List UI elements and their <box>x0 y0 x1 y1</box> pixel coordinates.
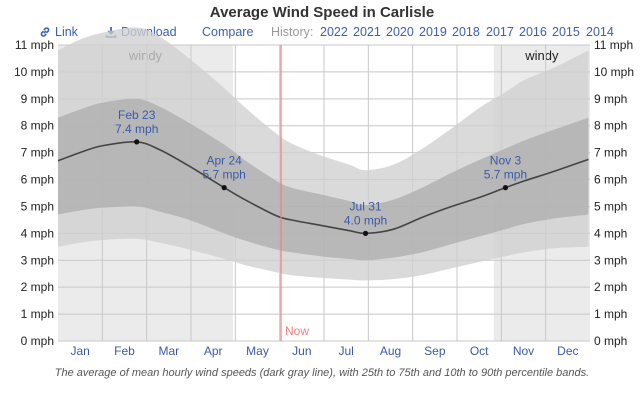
y-tick-label-right: 0 mph <box>594 334 627 348</box>
y-tick-label-left: 1 mph <box>21 307 54 321</box>
y-tick-label-left: 6 mph <box>21 173 54 187</box>
windy-period-label: windy <box>524 48 559 63</box>
annotation-point <box>362 230 369 236</box>
x-tick-label-month: Feb <box>114 344 135 358</box>
y-tick-label-right: 10 mph <box>594 65 634 79</box>
history-year-link[interactable]: 2014 <box>586 25 614 39</box>
annotation-date-label: Feb 23 <box>118 108 156 122</box>
annotation-value-label: 5.7 mph <box>202 168 245 182</box>
link-icon <box>40 27 50 37</box>
y-tick-label-right: 8 mph <box>594 119 627 133</box>
x-tick-label-month: Jul <box>338 344 353 358</box>
annotation-value-label: 7.4 mph <box>115 122 158 136</box>
annotation-value-label: 5.7 mph <box>484 168 527 182</box>
y-tick-label-left: 3 mph <box>21 253 54 267</box>
x-tick-label-month: Mar <box>158 344 179 358</box>
x-tick-label-month: Dec <box>557 344 578 358</box>
chart-caption: The average of mean hourly wind speeds (… <box>54 367 590 379</box>
history-year-link[interactable]: 2022 <box>320 25 348 39</box>
compare-button[interactable]: Compare <box>202 25 254 39</box>
annotation-point <box>134 139 140 145</box>
x-tick-label-month: Nov <box>513 344 534 358</box>
link-label: Link <box>55 25 78 39</box>
history-year-link[interactable]: 2015 <box>552 25 580 39</box>
toolbar: Link Download Compare History: 2022 2021… <box>0 25 644 43</box>
y-tick-label-right: 3 mph <box>594 253 627 267</box>
y-tick-label-left: 0 mph <box>21 334 54 348</box>
history-year-link[interactable]: 2016 <box>519 25 547 39</box>
history-year-link[interactable]: 2017 <box>486 25 514 39</box>
annotation-point <box>221 185 227 191</box>
y-tick-label-left: 11 mph <box>15 38 54 52</box>
history-year-link[interactable]: 2019 <box>419 25 447 39</box>
annotation-date-label: Nov 3 <box>490 154 522 168</box>
y-tick-label-left: 10 mph <box>14 65 54 79</box>
y-tick-label-right: 9 mph <box>594 92 627 106</box>
y-tick-label-right: 1 mph <box>594 307 627 321</box>
y-tick-label-right: 4 mph <box>594 226 627 240</box>
y-tick-label-right: 11 mph <box>594 38 633 52</box>
y-tick-label-left: 9 mph <box>21 92 54 106</box>
annotation-date-label: Jul 31 <box>350 199 382 213</box>
annotation-date-label: Apr 24 <box>206 154 242 168</box>
x-tick-label-month: Oct <box>470 344 489 358</box>
y-tick-label-left: 8 mph <box>21 119 54 133</box>
x-tick-label-month: Sep <box>424 344 446 358</box>
annotation-value-label: 4.0 mph <box>344 213 387 227</box>
y-tick-label-right: 7 mph <box>594 146 627 160</box>
page-title: Average Wind Speed in Carlisle <box>209 4 435 21</box>
x-tick-label-month: Apr <box>204 344 223 358</box>
x-tick-label-month: Jan <box>70 344 89 358</box>
x-tick-label-month: Aug <box>380 344 401 358</box>
x-tick-label-month: Jun <box>292 344 311 358</box>
annotation-point <box>502 185 509 191</box>
x-tick-label-month: May <box>246 344 269 358</box>
y-tick-label-left: 5 mph <box>21 199 54 213</box>
link-button[interactable]: Link <box>39 25 78 39</box>
y-tick-label-right: 2 mph <box>594 280 627 294</box>
y-tick-label-right: 5 mph <box>594 199 627 213</box>
history-year-link[interactable]: 2020 <box>386 25 414 39</box>
y-tick-label-right: 6 mph <box>594 173 627 187</box>
y-tick-label-left: 2 mph <box>21 280 54 294</box>
history-year-link[interactable]: 2021 <box>353 25 381 39</box>
mean-wind-speed-line <box>57 140 589 235</box>
history-label: History: <box>271 25 314 39</box>
y-tick-label-left: 4 mph <box>21 226 54 240</box>
history-year-link[interactable]: 2018 <box>452 25 480 39</box>
y-tick-label-left: 7 mph <box>21 146 54 160</box>
band-25th-75th-percentile <box>58 98 589 261</box>
now-marker-label: Now <box>285 324 309 338</box>
